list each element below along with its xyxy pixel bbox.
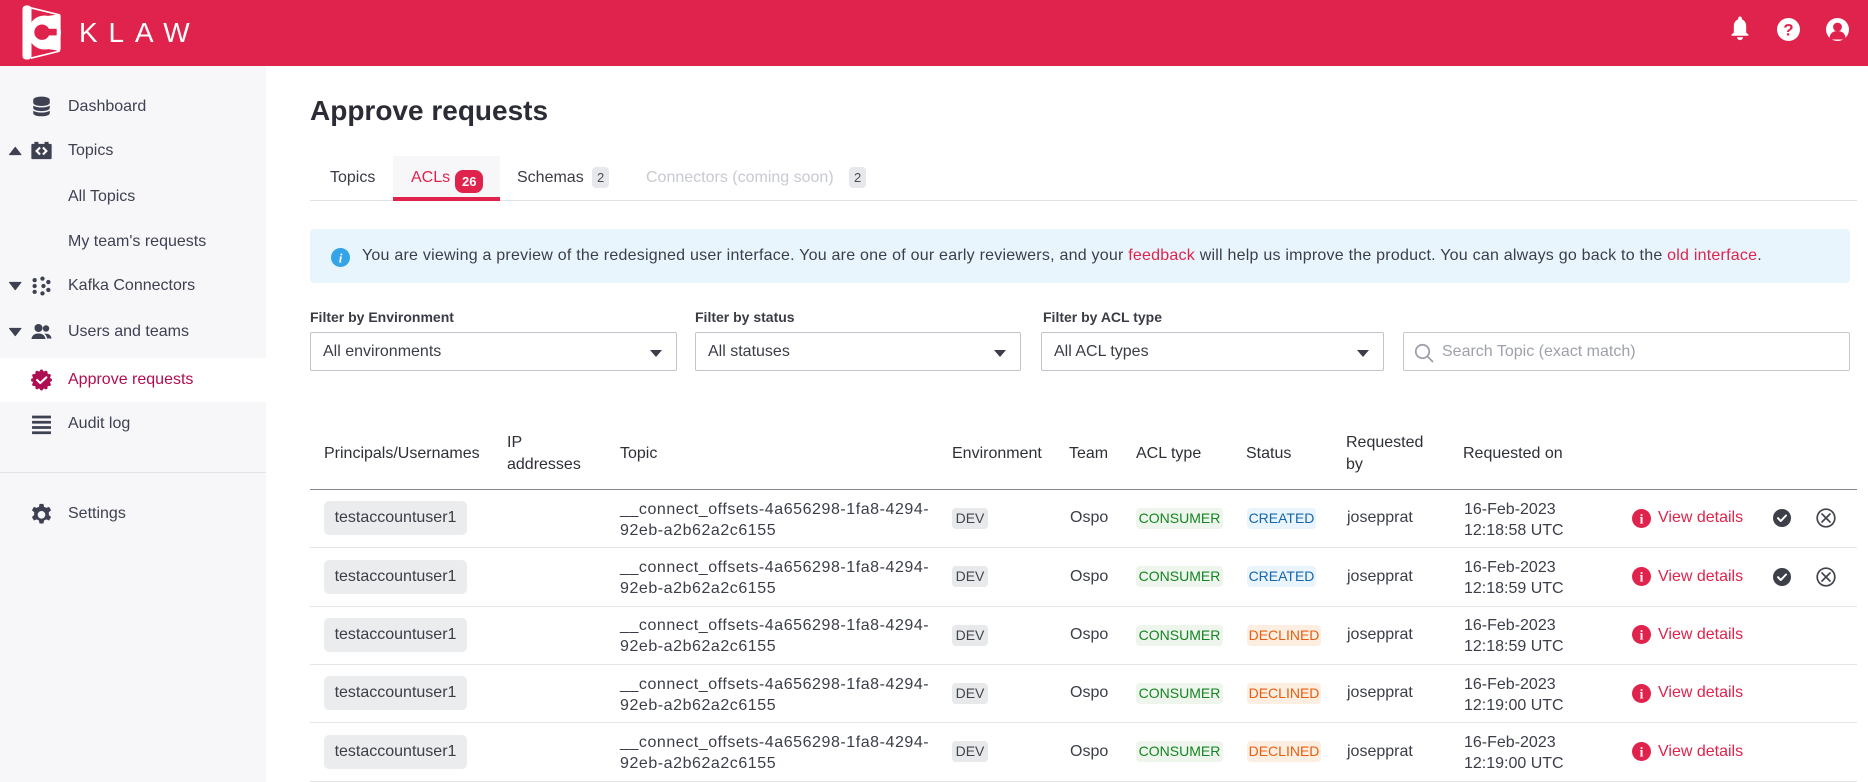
svg-text:i: i	[1640, 511, 1644, 526]
svg-text:i: i	[339, 250, 343, 265]
svg-text:i: i	[1640, 744, 1644, 759]
svg-text:i: i	[1640, 628, 1644, 643]
svg-text:i: i	[1640, 569, 1644, 584]
svg-text:i: i	[1640, 686, 1644, 701]
svg-text:?: ?	[1783, 21, 1793, 40]
